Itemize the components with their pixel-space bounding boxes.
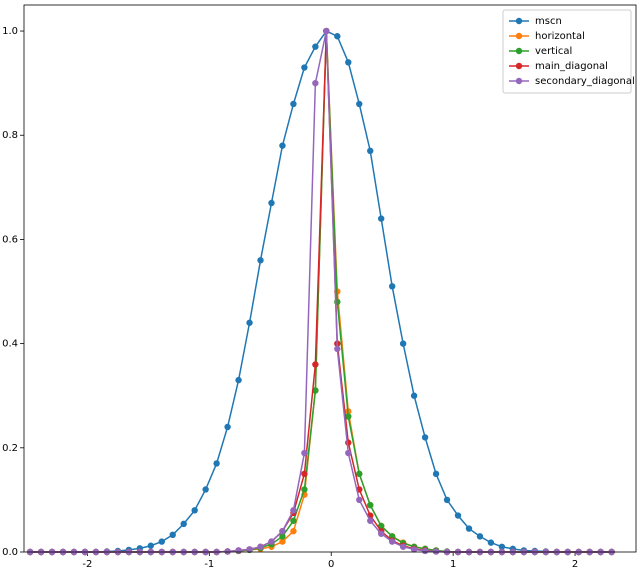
marker: [378, 215, 385, 222]
x-tick-label: -1: [204, 559, 214, 569]
legend-label: mscn: [535, 16, 562, 27]
marker: [498, 543, 506, 550]
marker: [301, 486, 308, 493]
legend-label: vertical: [535, 46, 572, 57]
marker: [279, 538, 286, 545]
marker: [246, 546, 253, 553]
x-tick-label: 0: [328, 559, 334, 569]
legend-label: horizontal: [535, 31, 585, 42]
marker: [279, 142, 286, 149]
marker: [279, 527, 286, 535]
marker: [147, 542, 154, 549]
y-tick-label: 0.2: [2, 443, 18, 454]
marker: [257, 257, 264, 264]
legend-box: [502, 9, 632, 94]
marker: [345, 439, 352, 446]
marker: [290, 517, 297, 524]
marker: [169, 531, 176, 539]
marker: [454, 512, 462, 519]
marker: [334, 345, 341, 353]
marker: [356, 100, 363, 108]
marker: [268, 538, 275, 545]
y-tick-label: 0.6: [2, 234, 18, 245]
marker: [334, 33, 341, 40]
y-tick-label: 1.0: [2, 26, 18, 37]
marker: [399, 543, 407, 550]
marker: [421, 547, 429, 555]
marker: [367, 517, 374, 524]
marker: [279, 533, 286, 540]
marker: [476, 533, 484, 540]
marker: [443, 496, 451, 504]
marker: [268, 199, 275, 207]
x-tick-label: 2: [572, 559, 578, 569]
marker: [180, 520, 187, 528]
marker: [290, 100, 297, 108]
marker: [301, 64, 308, 71]
marker: [388, 283, 396, 290]
marker: [202, 486, 209, 493]
marker: [224, 548, 231, 555]
marker: [191, 507, 198, 514]
marker: [367, 147, 374, 155]
marker: [257, 543, 264, 550]
marker: [465, 525, 473, 532]
y-tick-label: 0.0: [2, 547, 18, 558]
marker: [246, 319, 253, 326]
legend-marker: [515, 32, 523, 40]
legend-marker: [515, 17, 523, 25]
marker: [345, 413, 352, 420]
marker: [378, 522, 385, 530]
marker: [421, 434, 429, 441]
plot-frame: [23, 4, 637, 553]
marker: [399, 340, 407, 347]
marker: [378, 530, 385, 537]
marker: [158, 538, 165, 545]
marker: [323, 27, 330, 35]
marker: [345, 59, 352, 66]
marker: [312, 79, 319, 87]
marker: [345, 449, 352, 457]
marker: [301, 470, 308, 478]
x-tick-label: 1: [450, 559, 456, 569]
marker: [487, 539, 495, 546]
x-tick-label: -2: [82, 559, 92, 569]
y-tick-label: 0.8: [2, 130, 18, 141]
marker: [312, 387, 319, 394]
marker: [213, 460, 220, 467]
legend-label: secondary_diagonal: [535, 76, 635, 87]
legend-label: main_diagonal: [535, 61, 608, 72]
marker: [312, 361, 319, 368]
legend-marker: [515, 77, 523, 85]
marker: [301, 449, 308, 457]
marker: [235, 547, 242, 554]
legend-marker: [515, 62, 523, 70]
legend-marker: [515, 47, 523, 55]
marker: [356, 470, 363, 478]
y-tick-label: 0.4: [2, 339, 18, 350]
marker: [290, 527, 297, 535]
marker: [290, 507, 297, 514]
marker: [410, 546, 418, 553]
marker: [356, 496, 363, 504]
marker: [410, 392, 418, 399]
marker: [224, 423, 231, 431]
marker: [432, 470, 440, 478]
marker: [388, 538, 396, 545]
marker: [367, 501, 374, 509]
marker: [235, 376, 242, 384]
marker: [312, 43, 319, 50]
marker: [432, 548, 440, 555]
